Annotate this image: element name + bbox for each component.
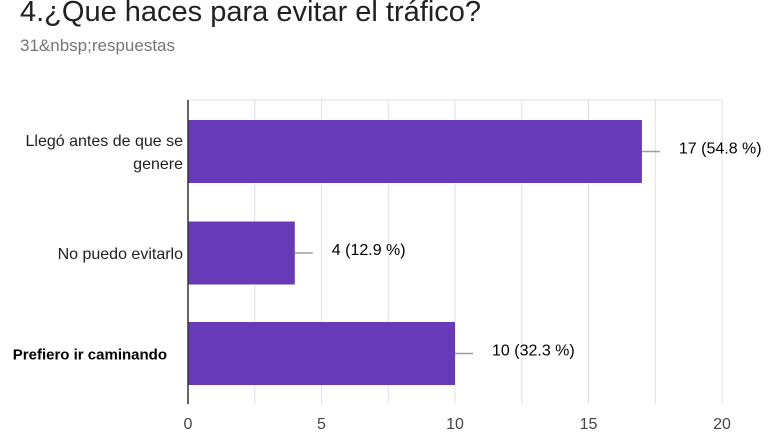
category-label: Prefiero ir caminando: [13, 347, 167, 364]
data-label: 17 (54.8 %): [679, 141, 762, 158]
x-tick-label: 0: [184, 416, 193, 433]
data-label: 10 (32.3 %): [492, 343, 575, 360]
bar: [188, 322, 455, 385]
category-label: Llegó antes de que se: [26, 133, 184, 150]
x-tick-label: 15: [580, 416, 598, 433]
category-label: genere: [133, 156, 183, 173]
x-tick-label: 10: [446, 416, 464, 433]
bar: [188, 221, 295, 285]
x-tick-label: 5: [317, 416, 326, 433]
data-label: 4 (12.9 %): [332, 242, 406, 259]
bar: [188, 120, 642, 183]
response-count: 31&nbsp;respuestas: [20, 36, 175, 55]
chart-title: 4.¿Que haces para evitar el tráfico?: [20, 0, 482, 28]
category-label: No puedo evitarlo: [58, 246, 184, 263]
x-tick-label: 20: [713, 416, 731, 433]
